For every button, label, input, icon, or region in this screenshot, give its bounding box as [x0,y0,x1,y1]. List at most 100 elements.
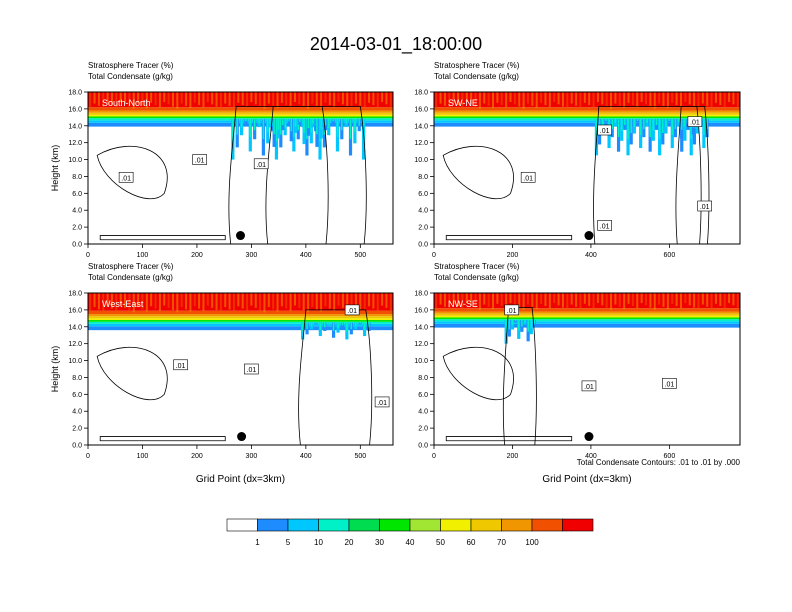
tracer-band [88,321,393,324]
contour-label: .01 [256,162,266,169]
y-tick-label: 6.0 [418,392,428,399]
tracer-streak [566,92,569,109]
y-tick-label: 0.0 [418,242,428,249]
tracer-plume [236,119,239,135]
tracer-plume [661,119,664,134]
tracer-streak [623,92,626,109]
tracer-streak [636,92,639,108]
tracer-plume [349,119,352,140]
location-marker [237,432,247,442]
tracer-streak [570,92,573,104]
tracer-plume [319,322,322,330]
tracer-streak [272,293,275,310]
tracer-streak [478,293,481,310]
tracer-streak [618,293,621,307]
tracer-band [88,323,393,327]
contour-line [442,347,514,400]
tracer-band [434,308,740,312]
tracer-band [434,114,740,117]
colorbar-level: 50 [436,538,445,547]
panel-sw-ne: .01 .01 .01 .01 .01 0.0 2.0 4.0 6.0 8.0 10.0 12.0 14… [414,61,741,259]
tracer-plume [655,119,658,126]
y-tick-label: 2.0 [72,225,82,232]
tracer-plume [290,119,293,132]
x-tick-label: 0 [432,453,436,460]
tracer-streak [346,92,349,107]
tracer-streak [241,92,244,106]
tracer-streak [553,293,556,304]
tracer-streak [500,92,503,106]
tracer-streak [389,92,392,107]
contour-label: .01 [121,175,131,182]
x-axis-label: Grid Point (dx=3km) [542,474,631,485]
tracer-streak [535,92,538,109]
condensate-contours [442,306,573,445]
colorbar-swatch [531,518,563,532]
tracer-plume [636,119,639,122]
colorbar-swatch [409,518,441,532]
tracer-streak [557,92,560,105]
tracer-plume [327,119,330,128]
tracer-streak [158,293,161,311]
contour-footnote: Total Condensate Contours: .01 to .01 by… [577,458,741,467]
tracer-plume [658,119,661,139]
tracer-plume [508,320,511,330]
tracer-streak [465,293,468,304]
tracer-streak [474,293,477,308]
tracer-streak [671,92,674,103]
tracer-streak [487,92,490,106]
tracer-streak [679,92,682,108]
tracer-streak [605,92,608,107]
tracer-plume [630,119,632,134]
location-marker [236,231,245,241]
tracer-streak [359,293,362,310]
tracer-plume [706,119,708,130]
tracer-streak [280,92,283,103]
tracer-streak [289,293,292,311]
x-axis-label: Grid Point (dx=3km) [196,474,285,485]
tracer-streak [354,92,357,104]
tracer-plume [258,119,260,124]
tracer-streak [518,293,521,308]
tracer-streak [176,92,179,109]
contour-label: .01 [507,308,517,315]
tracer-streak [307,92,310,109]
colorbar-swatch [287,518,319,532]
contour-line [445,436,573,442]
tracer-streak [509,92,512,103]
contour-line [445,235,573,241]
tracer-streak [211,92,214,105]
x-tick-label: 0 [432,252,436,259]
contour-line [442,146,514,199]
tracer-streak [124,92,127,105]
y-tick-label: 14.0 [414,324,428,331]
contour-label-box [597,220,612,231]
tracer-streak [102,92,105,109]
tracer-streak [540,92,543,103]
tracer-streak [337,92,340,103]
tracer-streak [215,92,218,107]
tracer-streak [588,293,591,307]
panel-title-line-1: Stratosphere Tracer (%) [434,61,520,70]
tracer-streak [376,293,379,311]
tracer-streak [154,293,157,309]
tracer-streak [675,293,678,307]
tracer-plume [320,119,323,130]
tracer-streak [701,92,704,104]
tracer-plume [316,119,318,135]
tracer-streak [710,92,713,109]
tracer-streak [470,92,473,105]
tracer-streak [509,293,512,304]
tracer-streak [298,293,301,308]
tracer-streak [128,293,131,311]
contour-label: .01 [195,158,205,165]
tracer-streak [583,293,586,304]
tracer-streak [311,293,314,308]
tracer-streak [202,293,205,311]
tracer-streak [97,293,100,310]
tracer-streak [176,293,179,313]
contour-label: .01 [347,308,357,315]
tracer-streak [693,92,696,107]
tracer-plume [686,119,689,124]
tracer-plume [665,119,667,128]
